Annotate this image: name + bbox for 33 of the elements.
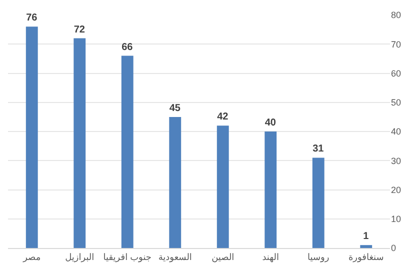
data-label: 72 (74, 24, 86, 36)
bar (216, 126, 229, 248)
y-tick-label: 40 (391, 126, 402, 137)
bar (26, 26, 38, 248)
y-tick-label: 0 (391, 243, 396, 254)
data-label: 40 (264, 118, 276, 128)
data-label: 1 (363, 231, 370, 242)
data-label: 66 (122, 42, 134, 53)
x-tick-label: الهند (262, 252, 280, 263)
x-tick-label: روسيا (308, 252, 330, 263)
y-tick-label: 70 (391, 39, 402, 50)
y-tick-label: 30 (391, 156, 402, 166)
bar (360, 245, 372, 248)
bar (74, 38, 86, 248)
x-tick-label: سنغافورة (348, 252, 384, 263)
bar (312, 158, 324, 248)
y-tick-label: 60 (391, 68, 402, 78)
y-tick-label: 80 (391, 10, 402, 20)
x-tick-label: السعودية (158, 252, 192, 263)
x-tick-label: مصر (22, 252, 41, 263)
data-label: 45 (169, 102, 181, 114)
bar (264, 132, 277, 248)
y-tick-label: 10 (391, 214, 402, 224)
data-label: 42 (217, 112, 229, 123)
x-tick-label: البرازيل (65, 252, 94, 263)
x-tick-label: جنوب افريقيا (103, 252, 152, 263)
data-label: 31 (312, 144, 324, 155)
bar (169, 116, 182, 248)
data-label: 76 (26, 12, 38, 24)
bar (121, 56, 134, 248)
y-tick-label: 50 (391, 98, 402, 108)
y-tick-label: 20 (391, 184, 402, 195)
x-tick-label: الصين (212, 252, 234, 263)
